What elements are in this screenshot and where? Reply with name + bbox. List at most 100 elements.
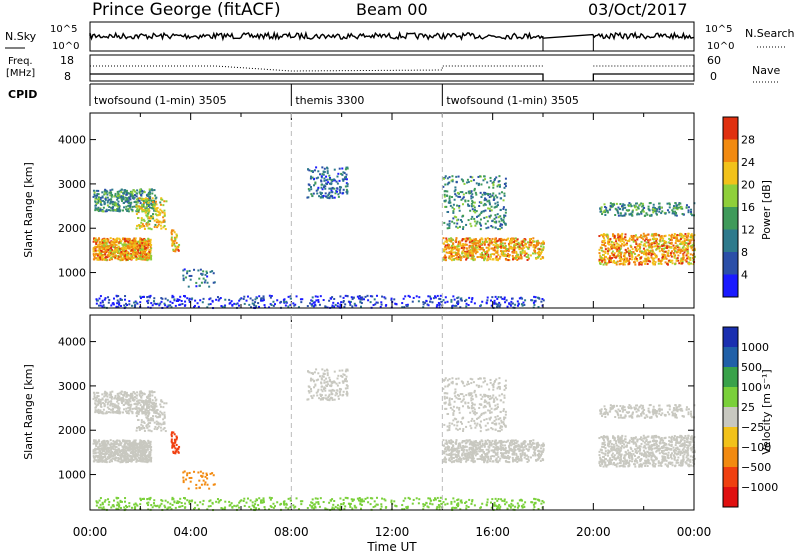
power-cell — [356, 295, 359, 298]
power-cell — [141, 192, 144, 195]
velocity-cell — [126, 455, 129, 458]
power-cell — [103, 246, 106, 249]
power-cell — [485, 227, 488, 230]
power-cell — [527, 247, 530, 250]
power-cell — [101, 305, 104, 308]
velocity-cell — [132, 444, 135, 447]
velocity-cell — [136, 454, 139, 457]
power-cell — [454, 239, 457, 242]
power-cell — [202, 297, 205, 300]
velocity-cell — [116, 399, 119, 402]
power-cell — [106, 254, 109, 257]
velocity-cell — [134, 440, 137, 443]
power-cell — [654, 207, 657, 210]
power-cell — [670, 255, 673, 258]
power-cell — [117, 257, 120, 260]
power-cell — [499, 223, 502, 226]
power-cell — [132, 189, 135, 192]
velocity-cell — [138, 393, 141, 396]
power-cell — [450, 240, 453, 243]
power-cell — [449, 240, 452, 243]
power-cell — [652, 260, 655, 263]
velocity-cell — [132, 398, 135, 401]
power-cell — [95, 246, 98, 249]
velocity-cell — [114, 410, 117, 413]
power-cell — [130, 194, 133, 197]
power-cell — [534, 244, 537, 247]
velocity-cell — [94, 409, 97, 412]
velocity-cell — [148, 429, 151, 432]
power-cell — [513, 248, 516, 251]
power-cell — [482, 204, 485, 207]
power-cell — [175, 236, 178, 239]
power-cell — [650, 243, 653, 246]
power-cell — [148, 249, 151, 252]
power-cell — [497, 228, 500, 231]
power-cell — [485, 301, 488, 304]
power-cell — [480, 224, 483, 227]
power-cell — [169, 300, 172, 303]
power-cell — [272, 300, 275, 303]
power-cell — [331, 304, 334, 307]
power-cell — [153, 302, 156, 305]
power-cell — [471, 200, 474, 203]
power-cell — [674, 242, 677, 245]
power-cell — [521, 244, 524, 247]
power-cell — [117, 192, 120, 195]
velocity-cell — [120, 442, 123, 445]
power-cell — [128, 257, 131, 260]
power-cell — [688, 257, 691, 260]
power-cell — [173, 231, 176, 234]
velocity-cell — [139, 455, 142, 458]
velocity-cell — [106, 458, 109, 461]
power-cell — [496, 305, 499, 308]
velocity-cell — [129, 405, 132, 408]
power-cell — [519, 251, 522, 254]
power-cell — [523, 250, 526, 253]
power-cell — [141, 248, 144, 251]
power-cell — [321, 195, 324, 198]
velocity-cell — [127, 410, 130, 413]
power-cell — [510, 300, 513, 303]
power-cell — [542, 242, 545, 245]
velocity-cell — [133, 407, 136, 410]
power-cell — [323, 179, 326, 182]
power-cell — [136, 209, 139, 212]
velocity-cell — [143, 403, 146, 406]
power-cell — [163, 302, 166, 305]
power-cell — [171, 301, 174, 304]
power-cell — [110, 304, 113, 307]
power-cell — [452, 217, 455, 220]
power-cell — [622, 203, 625, 206]
power-cell — [138, 191, 141, 194]
power-cell — [613, 245, 616, 248]
power-cell — [149, 188, 152, 191]
power-cell — [470, 202, 473, 205]
power-cell — [612, 241, 615, 244]
power-cell — [318, 195, 321, 198]
power-cell — [487, 249, 490, 252]
power-cell — [134, 300, 137, 303]
power-cell — [496, 196, 499, 199]
power-cell — [651, 245, 654, 248]
power-cell — [115, 305, 118, 308]
power-cell — [174, 237, 177, 240]
power-cell — [521, 304, 524, 307]
power-cell — [198, 284, 201, 287]
power-cell — [490, 239, 493, 242]
power-cell — [147, 216, 150, 219]
velocity-cell — [101, 460, 104, 463]
power-cell — [328, 187, 331, 190]
power-cell — [499, 209, 502, 212]
power-cell — [506, 254, 509, 257]
power-cell — [446, 190, 449, 193]
power-cell — [147, 220, 150, 223]
power-cell — [613, 246, 616, 249]
power-cell — [477, 214, 480, 217]
power-cell — [143, 219, 146, 222]
power-cell — [327, 194, 330, 197]
power-cell — [467, 204, 470, 207]
power-cell — [607, 235, 610, 238]
power-cell — [495, 246, 498, 249]
power-cell — [326, 178, 329, 181]
